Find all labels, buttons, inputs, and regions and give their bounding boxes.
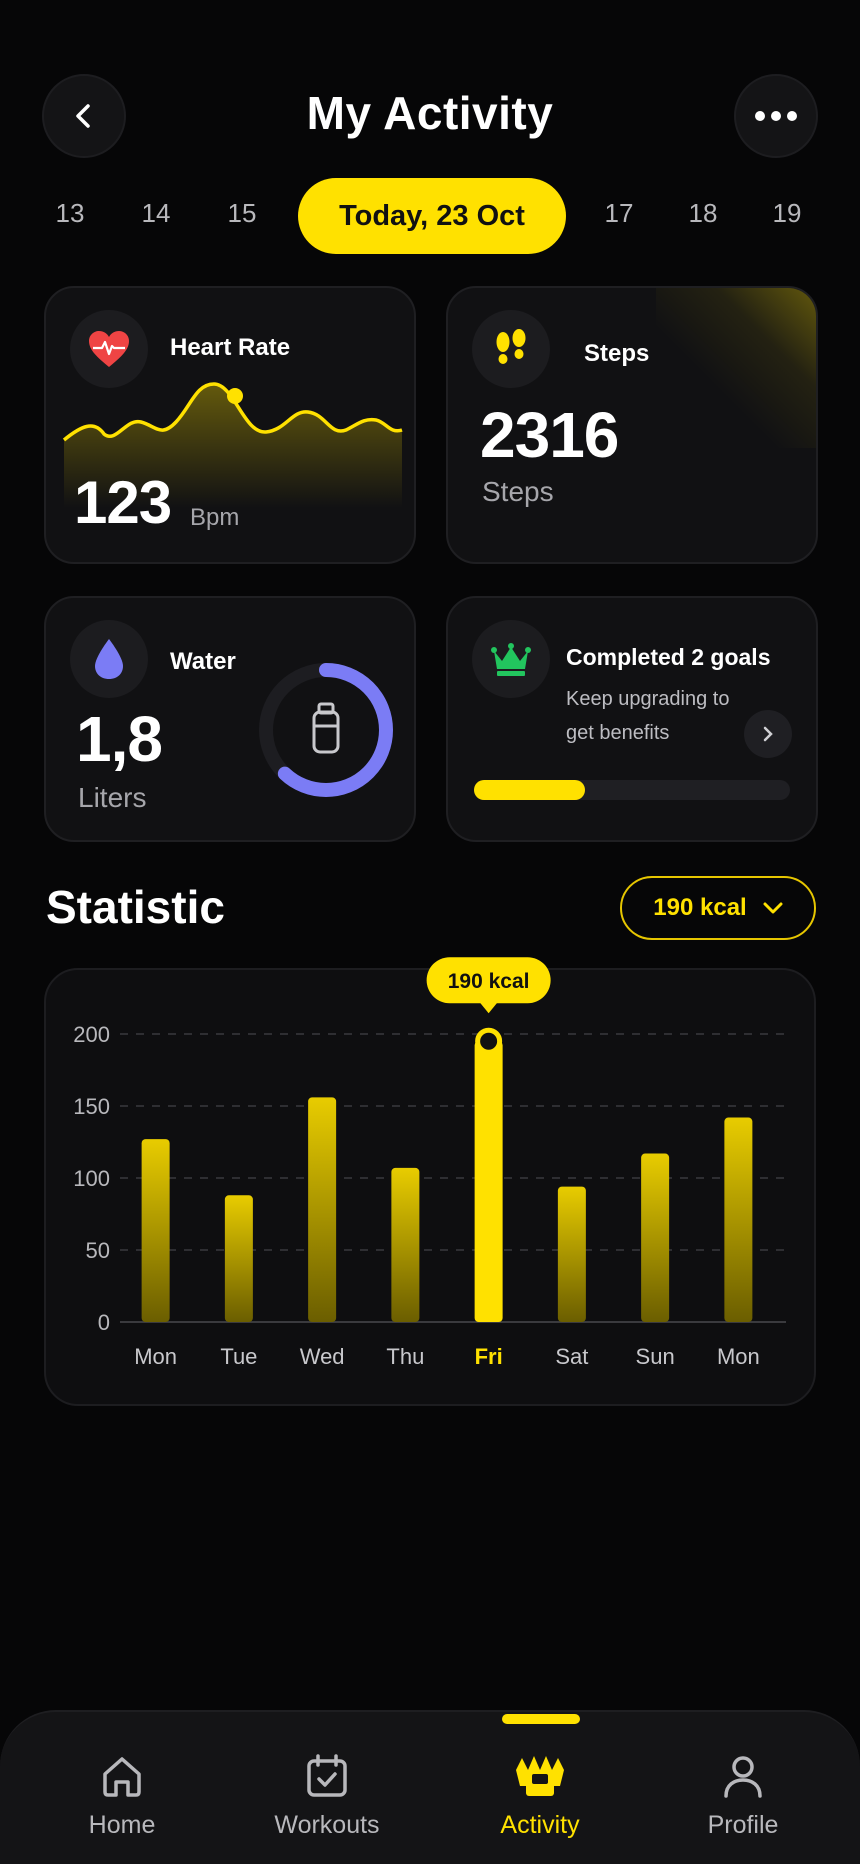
x-tick-label: Fri <box>475 1344 503 1369</box>
heart-rate-label: Heart Rate <box>170 334 291 361</box>
nav-label: Activity <box>500 1811 580 1839</box>
y-tick-label: 0 <box>98 1310 110 1335</box>
steps-card-glow <box>656 288 816 448</box>
goals-arrow-button[interactable] <box>744 710 792 758</box>
page-title: My Activity <box>306 87 554 139</box>
nav-workouts[interactable]: Workouts <box>242 1752 412 1840</box>
water-unit: Liters <box>78 782 147 813</box>
home-icon <box>103 1757 141 1797</box>
date-item[interactable]: 13 <box>55 198 85 228</box>
nav-home[interactable]: Home <box>37 1752 207 1840</box>
goals-subtitle-2: get benefits <box>566 722 670 744</box>
water-drop-icon-wrap <box>70 620 148 698</box>
water-label: Water <box>170 648 236 675</box>
x-tick-label: Sun <box>636 1344 675 1369</box>
tooltip-tail <box>479 1002 498 1014</box>
goals-title: Completed 2 goals <box>566 644 771 670</box>
water-ring <box>259 663 393 797</box>
heart-rate-card[interactable]: Heart Rate 123 Bpm <box>44 286 416 564</box>
nav-label: Workouts <box>274 1811 380 1839</box>
goals-subtitle-1: Keep upgrading to <box>566 688 730 710</box>
chevron-left-icon <box>76 104 90 128</box>
nav-label: Profile <box>707 1811 779 1839</box>
steps-value: 2316 <box>480 399 619 471</box>
y-tick-label: 150 <box>73 1094 110 1119</box>
date-item-active[interactable]: Today, 23 Oct <box>298 178 566 254</box>
bar <box>224 1195 253 1322</box>
date-strip: 13 14 15 Today, 23 Oct 17 18 19 <box>0 178 860 254</box>
bar <box>641 1153 670 1322</box>
bottle-icon <box>312 702 340 754</box>
calendar-check-icon <box>307 1754 347 1797</box>
nav-profile[interactable]: Profile <box>658 1752 828 1840</box>
kcal-dropdown[interactable]: 190 kcal <box>620 876 816 940</box>
heart-rate-wave <box>62 382 403 508</box>
date-item[interactable]: 17 <box>604 198 634 228</box>
bottom-nav: Home Workouts Activity Profile <box>0 1710 860 1864</box>
date-item[interactable]: 19 <box>772 198 802 228</box>
y-tick-label: 200 <box>73 1022 110 1047</box>
water-card[interactable]: Water 1,8 Liters <box>44 596 416 842</box>
statistic-chart-card: 200 150 100 50 0 Mon Tue Wed Thu Fri 190 kcal Sat Su… <box>44 957 816 1406</box>
bar <box>557 1186 586 1322</box>
more-dots-icon <box>755 111 797 121</box>
more-button[interactable] <box>734 74 818 158</box>
tooltip-label: 190 kcal <box>448 970 530 993</box>
x-tick-label: Tue <box>220 1344 257 1369</box>
kcal-dropdown-value: 190 kcal <box>653 894 747 921</box>
y-tick-label: 50 <box>86 1238 110 1263</box>
heart-rate-value: 123 <box>74 469 172 536</box>
y-tick-label: 100 <box>73 1166 110 1191</box>
chevron-down-icon <box>763 902 783 914</box>
bar <box>308 1097 337 1322</box>
goals-card[interactable]: Completed 2 goals Keep upgrading to get … <box>446 596 818 842</box>
bar <box>724 1117 753 1322</box>
water-value: 1,8 <box>76 703 163 775</box>
bar <box>141 1139 170 1322</box>
nav-active-indicator <box>502 1714 580 1724</box>
footprints-icon-wrap <box>472 310 550 388</box>
steps-card[interactable]: Steps 2316 Steps <box>446 286 818 564</box>
date-item[interactable]: 18 <box>688 198 718 228</box>
x-tick-label: Mon <box>717 1344 760 1369</box>
crown-icon-wrap <box>472 620 550 698</box>
bar <box>474 1041 503 1322</box>
heart-rate-unit: Bpm <box>190 504 240 531</box>
profile-icon <box>724 1756 762 1798</box>
steps-label: Steps <box>584 340 650 367</box>
crown-icon <box>491 643 531 676</box>
x-tick-label: Wed <box>300 1344 345 1369</box>
chevron-right-icon <box>763 726 773 742</box>
x-tick-label: Mon <box>134 1344 177 1369</box>
highlight-point <box>475 1027 503 1055</box>
back-button[interactable] <box>42 74 126 158</box>
date-item[interactable]: 14 <box>141 198 171 228</box>
tooltip-bubble <box>426 957 551 1004</box>
goals-progress-fill <box>474 780 585 800</box>
heart-icon-wrap <box>70 310 148 388</box>
nav-activity[interactable]: Activity <box>455 1752 625 1840</box>
water-drop-icon <box>95 639 123 679</box>
goals-progress-track <box>474 780 790 800</box>
statistic-title: Statistic <box>46 881 225 933</box>
date-item[interactable]: 15 <box>227 198 257 228</box>
x-tick-label: Sat <box>555 1344 588 1369</box>
footprints-icon <box>496 329 526 364</box>
activity-icon <box>516 1756 564 1796</box>
bar <box>391 1167 420 1322</box>
nav-label: Home <box>88 1811 156 1839</box>
steps-unit: Steps <box>482 476 554 507</box>
x-tick-label: Thu <box>386 1344 424 1369</box>
bar-chart: 200 150 100 50 0 Mon Tue Wed Thu Fri 190 kcal Sat Su… <box>73 957 786 1369</box>
heart-icon <box>89 331 129 367</box>
